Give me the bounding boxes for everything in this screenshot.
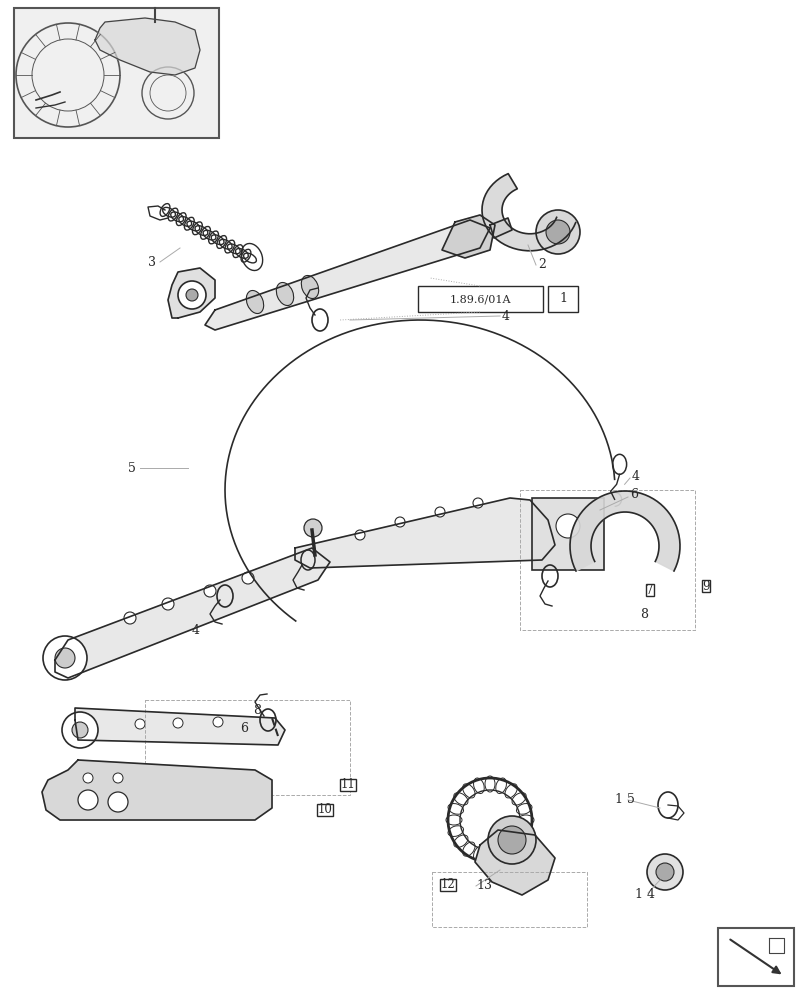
Text: 4: 4 (191, 624, 200, 637)
Polygon shape (482, 174, 575, 251)
Circle shape (135, 719, 145, 729)
Text: 2: 2 (538, 258, 545, 271)
Circle shape (204, 585, 216, 597)
Text: 3: 3 (148, 255, 156, 268)
Circle shape (72, 722, 88, 738)
Bar (145, 700, 350, 795)
Circle shape (487, 816, 535, 864)
Text: 5: 5 (128, 462, 135, 475)
Bar (547, 286, 577, 312)
Text: 11: 11 (340, 778, 355, 791)
Circle shape (545, 220, 569, 244)
Circle shape (394, 517, 405, 527)
Polygon shape (489, 218, 512, 238)
Circle shape (242, 572, 254, 584)
Bar (646, 584, 653, 596)
Text: 6: 6 (629, 488, 637, 502)
Bar (531, 498, 603, 570)
Circle shape (303, 519, 322, 537)
Circle shape (62, 712, 98, 748)
Bar (317, 804, 333, 816)
Text: 1 4: 1 4 (634, 888, 654, 901)
Polygon shape (569, 491, 679, 571)
Circle shape (162, 598, 174, 610)
Circle shape (173, 718, 182, 728)
Circle shape (113, 773, 122, 783)
Circle shape (535, 210, 579, 254)
Text: 12: 12 (440, 878, 455, 891)
Text: 4: 4 (501, 310, 509, 322)
Text: 13: 13 (475, 879, 491, 892)
Polygon shape (168, 268, 215, 318)
Text: 7: 7 (646, 584, 653, 596)
Bar (717, 928, 793, 986)
Bar (702, 580, 709, 592)
Polygon shape (42, 760, 272, 820)
Polygon shape (95, 18, 200, 75)
Bar (519, 490, 694, 630)
Text: 9: 9 (702, 580, 709, 592)
Circle shape (473, 498, 483, 508)
Bar (418, 286, 543, 312)
Text: 8: 8 (639, 608, 647, 621)
Circle shape (78, 790, 98, 810)
Text: 1.89.6/01A: 1.89.6/01A (448, 294, 510, 304)
Text: 10: 10 (317, 803, 332, 816)
Text: 4: 4 (631, 470, 639, 483)
Text: 6: 6 (240, 722, 247, 734)
Text: 8: 8 (253, 704, 260, 716)
Polygon shape (75, 708, 285, 745)
Circle shape (212, 717, 223, 727)
Bar (340, 779, 355, 791)
Polygon shape (441, 215, 495, 258)
Circle shape (108, 792, 128, 812)
Ellipse shape (276, 282, 294, 306)
Circle shape (55, 648, 75, 668)
Circle shape (655, 863, 673, 881)
Circle shape (354, 530, 365, 540)
Polygon shape (204, 220, 489, 330)
Circle shape (83, 773, 93, 783)
Polygon shape (294, 498, 554, 568)
Circle shape (43, 636, 87, 680)
Ellipse shape (301, 275, 318, 299)
Circle shape (646, 854, 682, 890)
Circle shape (497, 826, 526, 854)
Bar (440, 879, 455, 891)
Text: 1 5: 1 5 (614, 793, 634, 806)
Text: 1: 1 (558, 292, 566, 306)
Polygon shape (474, 830, 554, 895)
Bar (14, 8, 219, 138)
Circle shape (178, 281, 206, 309)
Polygon shape (55, 548, 329, 678)
Circle shape (186, 289, 198, 301)
Circle shape (435, 507, 444, 517)
Bar (431, 872, 586, 927)
Circle shape (556, 514, 579, 538)
Circle shape (124, 612, 135, 624)
Ellipse shape (246, 290, 264, 314)
